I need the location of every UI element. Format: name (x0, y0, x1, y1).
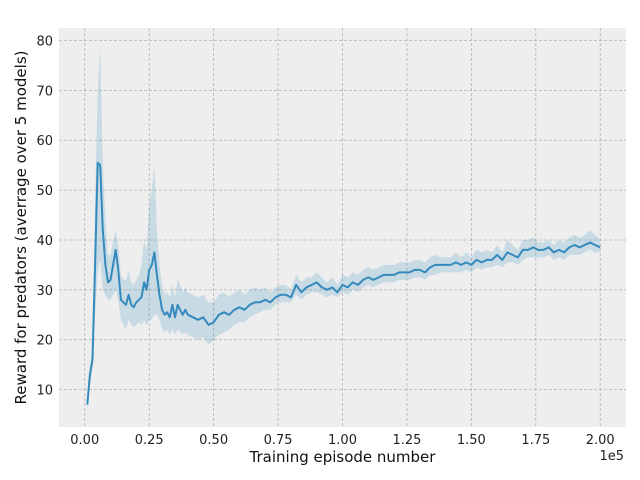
x-tick-label: 1.50 (457, 433, 486, 448)
y-tick-label: 20 (36, 334, 53, 349)
x-tick-label: 2.00 (586, 433, 615, 448)
x-tick-labels: 0.00 0.25 0.50 0.75 1.00 1.25 1.50 1.75 2.00 (70, 433, 614, 448)
y-tick-label: 50 (36, 184, 53, 199)
x-tick-label: 0.25 (135, 433, 164, 448)
x-tick-label: 1.00 (328, 433, 357, 448)
x-tick-label: 1.75 (521, 433, 550, 448)
y-tick-labels: 10 20 30 40 50 60 70 80 (36, 34, 53, 398)
x-tick-label: 0.00 (70, 433, 99, 448)
y-tick-label: 40 (36, 234, 53, 249)
x-offset-label: 1e5 (599, 449, 624, 464)
y-tick-label: 80 (36, 34, 53, 49)
y-tick-label: 70 (36, 84, 53, 99)
x-tick-label: 0.50 (199, 433, 228, 448)
y-tick-label: 10 (36, 384, 53, 399)
y-tick-label: 30 (36, 284, 53, 299)
x-tick-label: 1.25 (392, 433, 421, 448)
grid-lines (59, 28, 626, 427)
plot-area (59, 28, 626, 427)
y-axis-label: Reward for predators (averrage over 5 mo… (12, 51, 30, 405)
y-tick-label: 60 (36, 134, 53, 149)
mean-reward-line (86, 161, 601, 405)
x-tick-label: 0.75 (264, 433, 293, 448)
x-axis-label: Training episode number (249, 448, 437, 466)
